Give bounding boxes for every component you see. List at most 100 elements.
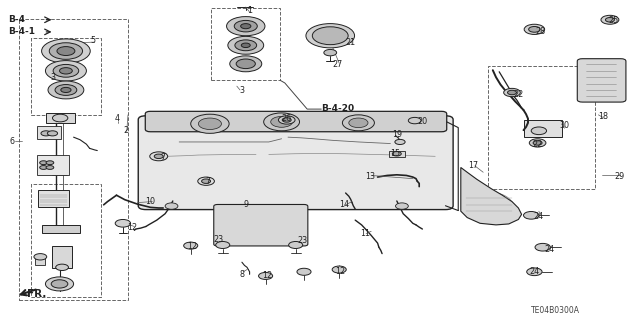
Text: 6: 6 — [9, 137, 14, 146]
Text: TE04B0300A: TE04B0300A — [531, 306, 580, 315]
Circle shape — [533, 141, 542, 145]
Bar — [19, 19, 128, 300]
Text: 15: 15 — [390, 149, 401, 158]
Text: B-4-1: B-4-1 — [8, 27, 35, 36]
Circle shape — [297, 268, 311, 275]
Circle shape — [51, 280, 68, 288]
Circle shape — [396, 203, 408, 209]
Circle shape — [165, 203, 178, 209]
Circle shape — [529, 139, 546, 147]
Text: 7: 7 — [205, 177, 211, 186]
Circle shape — [41, 131, 51, 136]
Text: 12: 12 — [262, 271, 273, 280]
Text: 14: 14 — [339, 200, 349, 209]
Text: 30: 30 — [559, 121, 570, 130]
Circle shape — [504, 88, 520, 97]
Bar — [488, 66, 595, 189]
Text: 11: 11 — [360, 229, 370, 238]
Text: 24: 24 — [534, 212, 544, 221]
Circle shape — [259, 272, 273, 279]
Circle shape — [527, 268, 542, 276]
Circle shape — [191, 114, 229, 133]
Circle shape — [198, 177, 214, 185]
Circle shape — [278, 116, 295, 124]
Text: 22: 22 — [532, 140, 543, 149]
Circle shape — [150, 152, 168, 161]
Bar — [37, 126, 61, 139]
Circle shape — [342, 115, 374, 131]
Text: 20: 20 — [417, 117, 428, 126]
Text: 10: 10 — [145, 197, 156, 206]
Circle shape — [601, 15, 619, 24]
FancyBboxPatch shape — [145, 111, 447, 132]
Circle shape — [46, 161, 54, 165]
Circle shape — [53, 64, 79, 77]
Circle shape — [115, 219, 131, 227]
Circle shape — [312, 27, 348, 45]
Circle shape — [40, 161, 47, 165]
Text: 3: 3 — [50, 73, 55, 82]
Bar — [524, 120, 562, 137]
Polygon shape — [461, 167, 522, 225]
Circle shape — [332, 266, 346, 273]
Circle shape — [524, 211, 539, 219]
Circle shape — [392, 152, 401, 156]
Text: 3: 3 — [239, 86, 244, 95]
Text: 21: 21 — [346, 38, 356, 47]
Bar — [31, 38, 101, 115]
Bar — [37, 155, 69, 175]
Circle shape — [324, 49, 337, 56]
Circle shape — [48, 81, 84, 99]
Bar — [38, 190, 69, 207]
Text: 12: 12 — [127, 223, 138, 232]
Text: 1: 1 — [247, 6, 252, 15]
Circle shape — [349, 118, 368, 128]
Circle shape — [535, 243, 550, 251]
Bar — [52, 246, 72, 268]
Circle shape — [55, 85, 77, 95]
Circle shape — [40, 166, 47, 169]
Bar — [389, 151, 405, 157]
Circle shape — [154, 154, 163, 159]
Circle shape — [42, 39, 90, 63]
Circle shape — [60, 68, 72, 74]
Circle shape — [227, 17, 265, 36]
Circle shape — [508, 90, 516, 95]
Text: 25: 25 — [608, 16, 618, 25]
Circle shape — [216, 241, 230, 249]
Text: 23: 23 — [214, 235, 224, 244]
Circle shape — [531, 127, 547, 135]
Circle shape — [408, 117, 421, 124]
Text: 26: 26 — [282, 114, 292, 123]
Text: B-4-20: B-4-20 — [321, 104, 355, 113]
Circle shape — [228, 36, 264, 54]
Circle shape — [56, 264, 68, 271]
Text: 9: 9 — [244, 200, 249, 209]
Bar — [42, 225, 80, 233]
Circle shape — [184, 242, 198, 249]
Text: 12: 12 — [335, 267, 346, 276]
Circle shape — [46, 166, 54, 169]
Text: 7: 7 — [161, 153, 166, 162]
Text: 29: 29 — [614, 172, 625, 181]
Text: 23: 23 — [297, 236, 307, 245]
Circle shape — [395, 139, 405, 145]
Bar — [31, 184, 101, 297]
Circle shape — [235, 40, 257, 51]
Circle shape — [241, 43, 250, 48]
FancyBboxPatch shape — [214, 204, 308, 246]
Circle shape — [524, 24, 545, 34]
Circle shape — [230, 56, 262, 72]
Circle shape — [52, 114, 68, 122]
Text: 4: 4 — [115, 114, 120, 122]
Text: FR.: FR. — [27, 289, 46, 299]
Circle shape — [34, 254, 47, 260]
Text: 19: 19 — [392, 130, 402, 139]
Circle shape — [47, 131, 58, 136]
Bar — [46, 113, 75, 123]
Circle shape — [282, 118, 291, 122]
Circle shape — [289, 241, 303, 249]
Text: B-4: B-4 — [8, 15, 25, 24]
Circle shape — [202, 179, 211, 183]
Text: 18: 18 — [598, 112, 608, 121]
